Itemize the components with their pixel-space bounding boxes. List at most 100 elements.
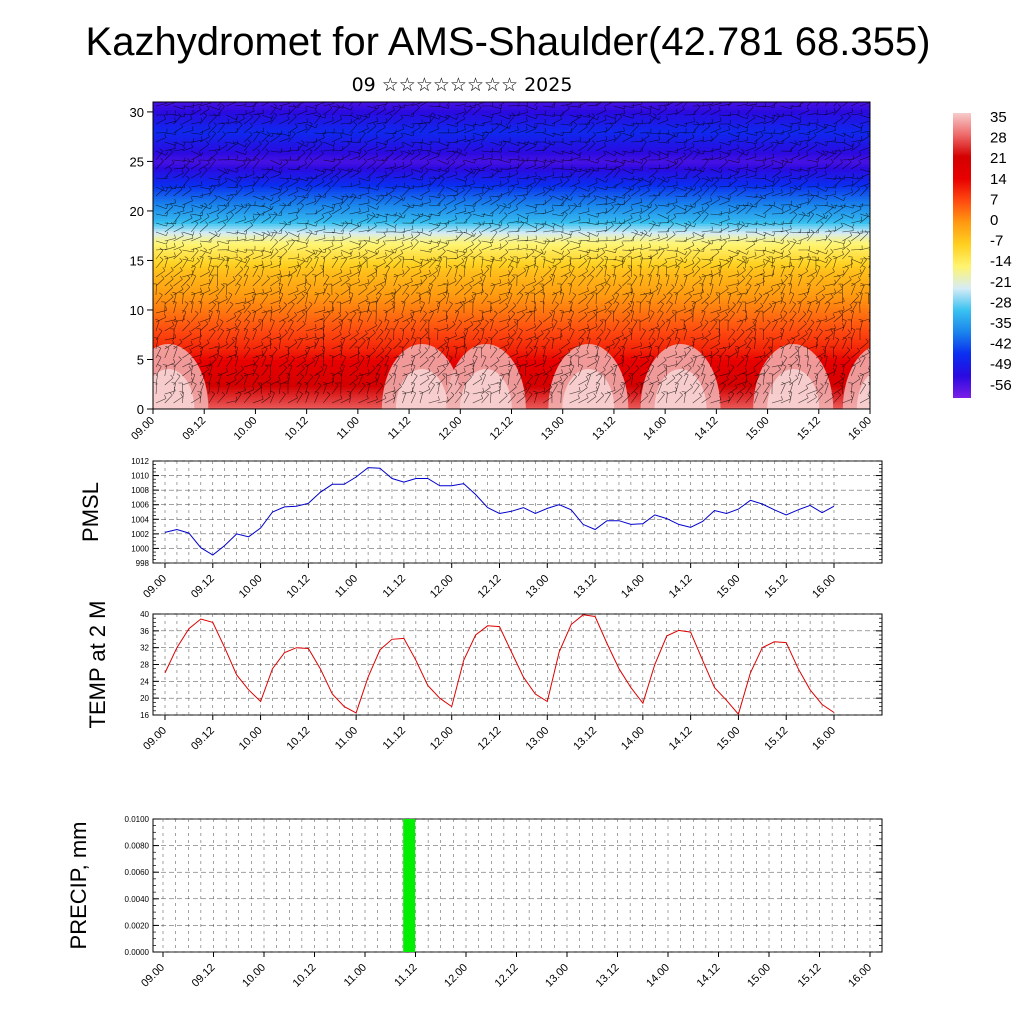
x-tick-label: 09.00 xyxy=(139,962,167,990)
heatmap-band xyxy=(153,158,870,163)
heatmap-band xyxy=(153,337,870,341)
chart-title: Kazhydromet for AMS-Shaulder(42.781 68.3… xyxy=(86,20,931,64)
y-tick-label: 0.0020 xyxy=(125,921,150,930)
x-tick-label: 12.12 xyxy=(488,415,516,443)
y-tick-label: 5 xyxy=(137,352,144,367)
heatmap-band xyxy=(153,121,870,125)
heatmap-band xyxy=(153,205,870,210)
x-tick-label: 12.12 xyxy=(476,573,504,601)
heatmap-band xyxy=(153,314,870,318)
heatmap-band xyxy=(153,292,870,296)
x-tick-label: 14.00 xyxy=(644,962,672,990)
y-tick-label: 1008 xyxy=(131,486,149,495)
x-tick-label: 15.12 xyxy=(762,573,790,601)
colorbar-label: -35 xyxy=(990,315,1012,332)
y-tick-label: 0.0080 xyxy=(125,842,150,851)
x-tick-label: 15.12 xyxy=(795,415,823,443)
x-tick-label: 14.00 xyxy=(641,415,669,443)
warm-spot-core xyxy=(395,369,448,409)
heatmap-band xyxy=(153,146,870,150)
colorbar-label: 21 xyxy=(990,150,1007,167)
x-tick-label: 09.12 xyxy=(189,573,217,601)
heatmap-band xyxy=(153,257,870,262)
heatmap-band xyxy=(153,312,870,316)
x-tick-label: 09.12 xyxy=(189,725,217,753)
heatmap-band xyxy=(153,124,870,128)
x-tick-label: 13.12 xyxy=(571,573,599,601)
x-tick-label: 12.00 xyxy=(436,415,464,443)
colorbar-label: 35 xyxy=(990,109,1007,126)
x-tick-label: 11.12 xyxy=(381,573,408,600)
heatmap-band xyxy=(153,213,870,217)
x-tick-label: 12.12 xyxy=(476,725,504,753)
heatmap-band xyxy=(153,327,870,331)
y-tick-label: 15 xyxy=(130,253,144,268)
x-tick-label: 15.12 xyxy=(762,725,790,753)
x-tick-label: 09.12 xyxy=(180,415,208,443)
warm-spot-core xyxy=(856,374,870,409)
heatmap-band xyxy=(153,225,870,229)
warm-spot-core xyxy=(654,369,707,409)
x-tick-label: 15.12 xyxy=(796,962,824,990)
heatmap-band xyxy=(153,243,870,247)
colorbar-label: -21 xyxy=(990,274,1012,291)
heatmap-band xyxy=(153,272,870,276)
y-tick-label: 24 xyxy=(140,677,149,686)
heatmap-band xyxy=(153,161,870,165)
heatmap-band xyxy=(153,253,870,257)
colorbar-label: -42 xyxy=(990,336,1012,353)
x-tick-label: 15.00 xyxy=(715,725,743,753)
x-tick-label: 16.00 xyxy=(846,962,874,990)
heatmap-band xyxy=(153,245,870,249)
x-tick-label: 09.00 xyxy=(129,415,157,443)
heatmap-band xyxy=(153,191,870,195)
heatmap-band xyxy=(153,215,870,219)
heatmap-band xyxy=(153,171,870,175)
heatmap-band xyxy=(153,339,870,343)
heatmap-band xyxy=(153,290,870,294)
panel-frame xyxy=(152,818,883,953)
x-tick-label: 13.12 xyxy=(590,415,618,443)
x-tick-label: 09.12 xyxy=(190,962,218,990)
colorbar-label: -56 xyxy=(990,377,1012,394)
x-tick-label: 13.00 xyxy=(523,573,551,601)
y-tick-label: 1012 xyxy=(131,457,149,466)
x-tick-label: 16.00 xyxy=(810,573,838,601)
x-tick-label: 11.00 xyxy=(335,415,362,442)
x-tick-label: 10.00 xyxy=(232,415,260,443)
colorbar-label: 14 xyxy=(990,171,1007,188)
x-tick-label: 14.12 xyxy=(695,962,723,990)
heatmap-band xyxy=(153,109,870,113)
x-tick-label: 10.00 xyxy=(240,962,268,990)
heatmap-band xyxy=(153,196,870,200)
heatmap-band xyxy=(153,235,870,239)
x-tick-label: 13.12 xyxy=(571,725,599,753)
colorbar-label: -49 xyxy=(990,356,1012,373)
heatmap-band xyxy=(153,329,870,333)
heatmap-band xyxy=(153,295,870,299)
x-tick-label: 10.00 xyxy=(237,725,265,753)
heatmap-band xyxy=(153,134,870,138)
precip-bar xyxy=(403,819,416,952)
x-tick-label: 11.00 xyxy=(342,962,369,989)
x-tick-label: 12.12 xyxy=(493,962,521,990)
heatmap-band xyxy=(153,309,870,314)
heatmap-band xyxy=(153,102,870,106)
heatmap-band xyxy=(153,334,870,338)
heatmap-band xyxy=(153,317,870,321)
x-tick-label: 15.00 xyxy=(745,962,773,990)
colorbar-label: -28 xyxy=(990,294,1012,311)
heatmap-band xyxy=(153,305,870,309)
heatmap-band xyxy=(153,173,870,177)
heatmap-band xyxy=(153,116,870,120)
pmsl-series-line xyxy=(164,467,835,556)
y-axis-label: PMSL xyxy=(78,482,103,542)
colorbar-label: -7 xyxy=(990,233,1003,250)
heatmap-band xyxy=(153,208,870,212)
heatmap-band xyxy=(153,297,870,301)
y-tick-label: 20 xyxy=(140,694,149,703)
y-tick-label: 20 xyxy=(130,204,144,219)
x-tick-label: 10.12 xyxy=(283,415,311,443)
heatmap-band xyxy=(153,270,870,274)
colorbar-bar xyxy=(953,113,971,398)
